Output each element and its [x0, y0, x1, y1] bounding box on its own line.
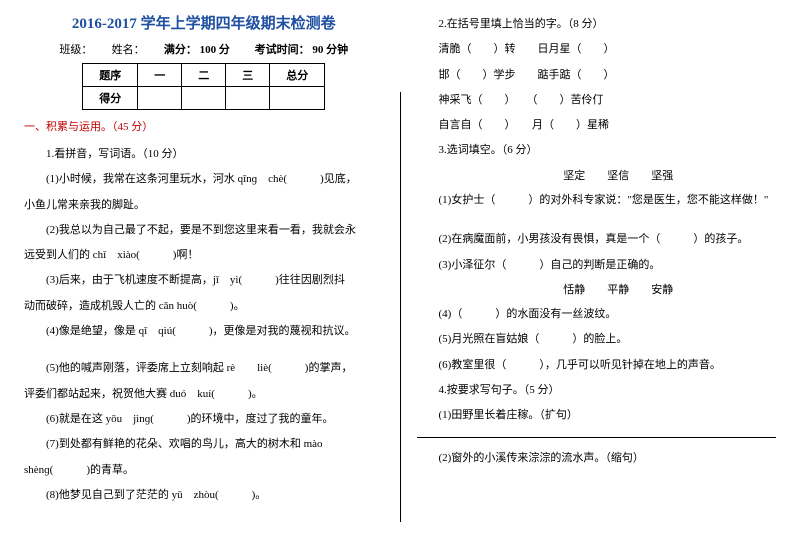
q1-2b: 远受到人们的 chǐ xiào( )啊！: [24, 243, 384, 268]
full-value: 100 分: [200, 44, 230, 56]
q4-title: 4.按要求写句子。（5 分）: [417, 378, 777, 403]
td-blank[interactable]: [182, 87, 226, 110]
meta-line: 班级： 姓名： 满分： 100 分 考试时间： 90 分钟: [24, 41, 384, 57]
q3-2: (2)在病魔面前，小男孩没有畏惧，真是一个（ ）的孩子。: [417, 227, 777, 252]
spacer: [417, 213, 777, 227]
time-label: 考试时间：: [255, 44, 310, 56]
q1-3b: 动而破碎，造成机毁人亡的 cǎn huò( )。: [24, 294, 384, 319]
q3-4: (4)（ ）的水面没有一丝波纹。: [417, 302, 777, 327]
section-1-heading: 一、积累与运用。（45 分）: [24, 118, 384, 134]
td-blank[interactable]: [226, 87, 270, 110]
q2-2: 邯（ ）学步 踮手踮（ ）: [417, 63, 777, 88]
q4-1: (1)田野里长着庄稼。（扩句）: [417, 403, 777, 428]
class-label: 班级：: [59, 44, 87, 56]
q2-3: 神采飞（ ） （ ）苦伶仃: [417, 88, 777, 113]
table-row: 得分: [83, 87, 325, 110]
exam-title: 2016-2017 学年上学期四年级期末检测卷: [24, 12, 384, 33]
name-label: 姓名：: [112, 44, 140, 56]
q1-2a: (2)我总以为自己最了不起，要是不到您这里来看一看，我就会永: [24, 218, 384, 243]
th-total: 总分: [270, 64, 325, 87]
q1-1a: (1)小时候，我常在这条河里玩水，河水 qīnɡ chè( )见底，: [24, 167, 384, 192]
td-score-label: 得分: [83, 87, 138, 110]
th-seq: 题序: [83, 64, 138, 87]
q4-2: (2)窗外的小溪传来淙淙的流水声。（缩句）: [417, 446, 777, 471]
q2-4: 自言自（ ） 月（ ）星稀: [417, 113, 777, 138]
full-label: 满分：: [164, 44, 197, 56]
td-blank[interactable]: [270, 87, 325, 110]
q3-1: (1)女护士（ ）的对外科专家说："您是医生，您不能这样做！": [417, 188, 777, 213]
th-1: 一: [138, 64, 182, 87]
th-3: 三: [226, 64, 270, 87]
q3-words1: 坚定 坚信 坚强: [461, 164, 777, 188]
q3-words2: 恬静 平静 安静: [461, 278, 777, 302]
q2-1: 清脆（ ）转 日月星（ ）: [417, 37, 777, 62]
q1-8: (8)他梦见自己到了茫茫的 yǔ zhòu( )。: [24, 483, 384, 508]
answer-line[interactable]: [417, 437, 777, 438]
q1-7b: shènɡ( )的青草。: [24, 458, 384, 483]
q1-5a: (5)他的喊声刚落，评委席上立刻响起 rè liè( )的掌声，: [24, 356, 384, 381]
td-blank[interactable]: [138, 87, 182, 110]
q1-1b: 小鱼儿常来亲我的脚趾。: [24, 193, 384, 218]
q1-3a: (3)后来，由于飞机速度不断提高，jī yì( )往往因剧烈抖: [24, 268, 384, 293]
table-row: 题序 一 二 三 总分: [83, 64, 325, 87]
q3-title: 3.选词填空。（6 分）: [417, 138, 777, 163]
q1-6: (6)就是在这 yōu jìnɡ( )的环境中，度过了我的童年。: [24, 407, 384, 432]
q3-5: (5)月光照在盲姑娘（ ）的脸上。: [417, 327, 777, 352]
q2-title: 2.在括号里填上恰当的字。（8 分）: [417, 12, 777, 37]
q1-4: (4)像是绝望，像是 qǐ qiú( )，更像是对我的蔑视和抗议。: [24, 319, 384, 344]
th-2: 二: [182, 64, 226, 87]
score-table: 题序 一 二 三 总分 得分: [82, 63, 325, 110]
time-value: 90 分钟: [312, 44, 348, 56]
q3-3: (3)小泽征尔（ ）自己的判断是正确的。: [417, 253, 777, 278]
q1-5b: 评委们都站起来，祝贺他大赛 duó kuí( )。: [24, 382, 384, 407]
q1-title: 1.看拼音，写词语。（10 分）: [24, 142, 384, 167]
q3-6: (6)教室里很（ ），几乎可以听见针掉在地上的声音。: [417, 353, 777, 378]
q1-7a: (7)到处都有鲜艳的花朵、欢唱的鸟儿，高大的树木和 mào: [24, 432, 384, 457]
